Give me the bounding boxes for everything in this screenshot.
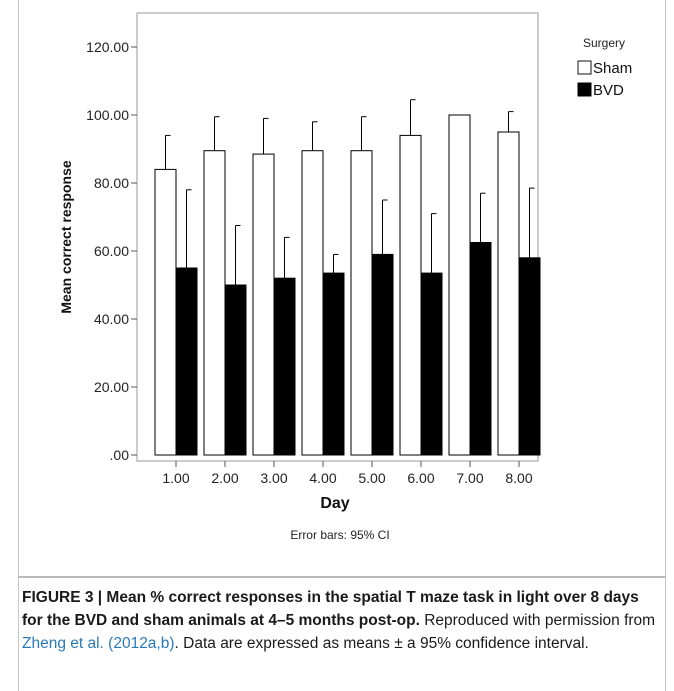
bar-sham-day-1: [154, 168, 177, 456]
x-axis-label: Day: [320, 495, 349, 512]
y-tick-label: 20.00: [94, 379, 129, 395]
bar-bvd-day-4: [322, 272, 345, 456]
y-tick-label: 120.00: [86, 39, 129, 55]
bar-bvd-day-1: [175, 267, 198, 456]
caption-title: FIGURE 3 | Mean % correct responses in t…: [22, 589, 639, 629]
page-frame-right: [665, 0, 666, 691]
bar-sham-day-8: [497, 131, 520, 456]
bar-bvd-day-7: [469, 242, 492, 456]
bar-sham-day-7: [448, 114, 471, 456]
legend-title: Surgery: [583, 36, 625, 50]
bar-bvd-day-2: [224, 284, 247, 456]
bar-sham-day-5: [350, 150, 373, 456]
bar-bvd-day-6: [420, 272, 443, 456]
x-tick-label: 3.00: [260, 470, 287, 486]
x-tick-label: 1.00: [162, 470, 189, 486]
legend-label-sham: Sham: [593, 60, 632, 77]
x-tick-label: 7.00: [456, 470, 483, 486]
y-axis-label: Mean correct response: [58, 160, 74, 313]
caption-divider: [18, 576, 666, 578]
caption-text-before-link: Reproduced with permission from: [419, 612, 656, 629]
x-tick-label: 6.00: [407, 470, 434, 486]
y-tick-label: 40.00: [94, 311, 129, 327]
bar-sham-day-3: [252, 153, 275, 456]
bar-sham-day-6: [399, 134, 422, 456]
y-tick-label: 80.00: [94, 175, 129, 191]
bar-bvd-day-5: [371, 253, 394, 456]
x-tick-label: 2.00: [211, 470, 238, 486]
y-tick-label: 100.00: [86, 107, 129, 123]
y-tick-label: .00: [110, 447, 130, 463]
y-axis: .00 20.00 40.00 60.00 80.00 100.00 120.00: [86, 39, 137, 463]
x-tick-label: 5.00: [358, 470, 385, 486]
figure-caption: FIGURE 3 | Mean % correct responses in t…: [22, 586, 662, 655]
legend-label-bvd: BVD: [593, 82, 624, 99]
x-axis: 1.00 2.00 3.00 4.00 5.00 6.00 7.00 8.00: [162, 461, 533, 486]
y-tick-label: 60.00: [94, 243, 129, 259]
page-frame-left: [18, 0, 19, 691]
citation-link[interactable]: Zheng et al. (2012a,b): [22, 635, 175, 652]
legend-swatch-bvd: [577, 82, 592, 97]
bar-sham-day-2: [203, 150, 226, 456]
error-bars-note: Error bars: 95% CI: [290, 528, 389, 542]
bars-group: [154, 114, 541, 456]
bar-sham-day-4: [301, 150, 324, 456]
bar-bvd-day-3: [273, 277, 296, 456]
x-tick-label: 8.00: [505, 470, 532, 486]
caption-text-after-link: . Data are expressed as means ± a 95% co…: [174, 635, 589, 652]
x-tick-label: 4.00: [309, 470, 336, 486]
legend: Surgery Sham BVD: [577, 36, 632, 99]
bar-bvd-day-8: [518, 257, 541, 456]
legend-swatch-sham: [577, 60, 592, 75]
bar-chart: .00 20.00 40.00 60.00 80.00 100.00 120.00 1.00…: [58, 12, 632, 542]
error-bars-group: [165, 99, 535, 285]
